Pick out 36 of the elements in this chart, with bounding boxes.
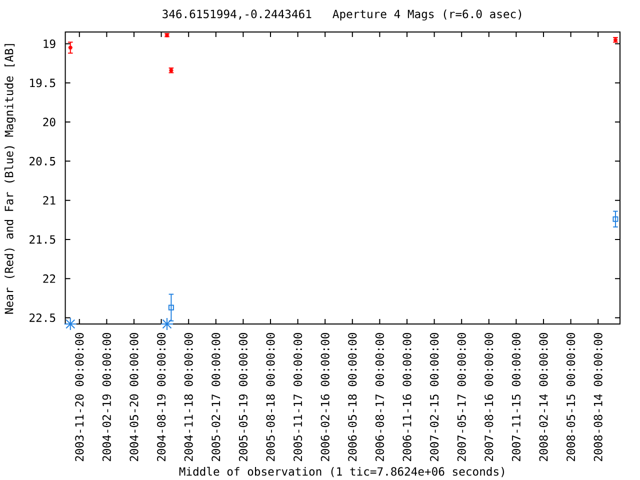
point — [160, 318, 174, 331]
point — [64, 318, 77, 331]
point — [68, 45, 74, 50]
y-tick-label: 20 — [43, 118, 56, 126]
x-tick-label: 2004-11-18 00:00:00 — [184, 333, 193, 462]
x-tick-label: 2007-05-17 00:00:00 — [457, 333, 466, 462]
x-tick-label: 2007-11-15 00:00:00 — [512, 333, 520, 462]
y-tick-label: 21 — [43, 196, 56, 205]
x-tick-label: 2008-05-15 00:00:00 — [566, 333, 576, 462]
y-axis-title: Near (Red) and Far (Blue) Magnitude [AB] — [4, 44, 16, 314]
x-tick-label: 2005-02-17 00:00:00 — [212, 333, 220, 462]
x-tick-label: 2006-02-16 00:00:00 — [320, 333, 330, 462]
x-axis-title: Middle of observation (1 tic=7.8624e+06 seconds) — [179, 466, 504, 478]
x-tick-label: 2004-08-19 00:00:00 — [157, 333, 166, 462]
x-tick-label: 2008-08-14 00:00:00 — [594, 333, 602, 462]
x-tick-label: 2004-02-19 00:00:00 — [102, 333, 111, 462]
y-tick-label: 20.5 — [30, 156, 56, 166]
x-tick-label: 2006-11-16 00:00:00 — [402, 333, 412, 462]
x-tick-label: 2005-05-19 00:00:00 — [238, 333, 248, 462]
y-tick-label: 22 — [43, 274, 56, 283]
point — [612, 216, 618, 222]
x-tick-label: 2003-11-20 00:00:00 — [75, 333, 84, 462]
x-tick-label: 2005-11-17 00:00:00 — [294, 333, 302, 462]
x-tick-label: 2004-05-20 00:00:00 — [130, 333, 138, 462]
y-tick-label: 22.5 — [30, 313, 56, 322]
chart-title: 346.6151994,-0.2443461 Aperture 4 Mags (r=6.0 asec) — [162, 9, 522, 21]
x-tick-label: 2006-08-17 00:00:00 — [375, 333, 384, 462]
y-tick-label: 19.5 — [30, 78, 56, 88]
y-tick-label: 21.5 — [30, 235, 56, 244]
x-tick-label: 2005-08-18 00:00:00 — [266, 333, 275, 462]
x-tick-label: 2008-02-14 00:00:00 — [539, 333, 548, 462]
x-tick-label: 2007-08-16 00:00:00 — [484, 333, 494, 462]
point — [168, 304, 174, 310]
x-tick-label: 2007-02-15 00:00:00 — [430, 333, 439, 462]
x-tick-label: 2006-05-18 00:00:00 — [348, 333, 357, 462]
y-tick-label: 19 — [44, 39, 56, 48]
